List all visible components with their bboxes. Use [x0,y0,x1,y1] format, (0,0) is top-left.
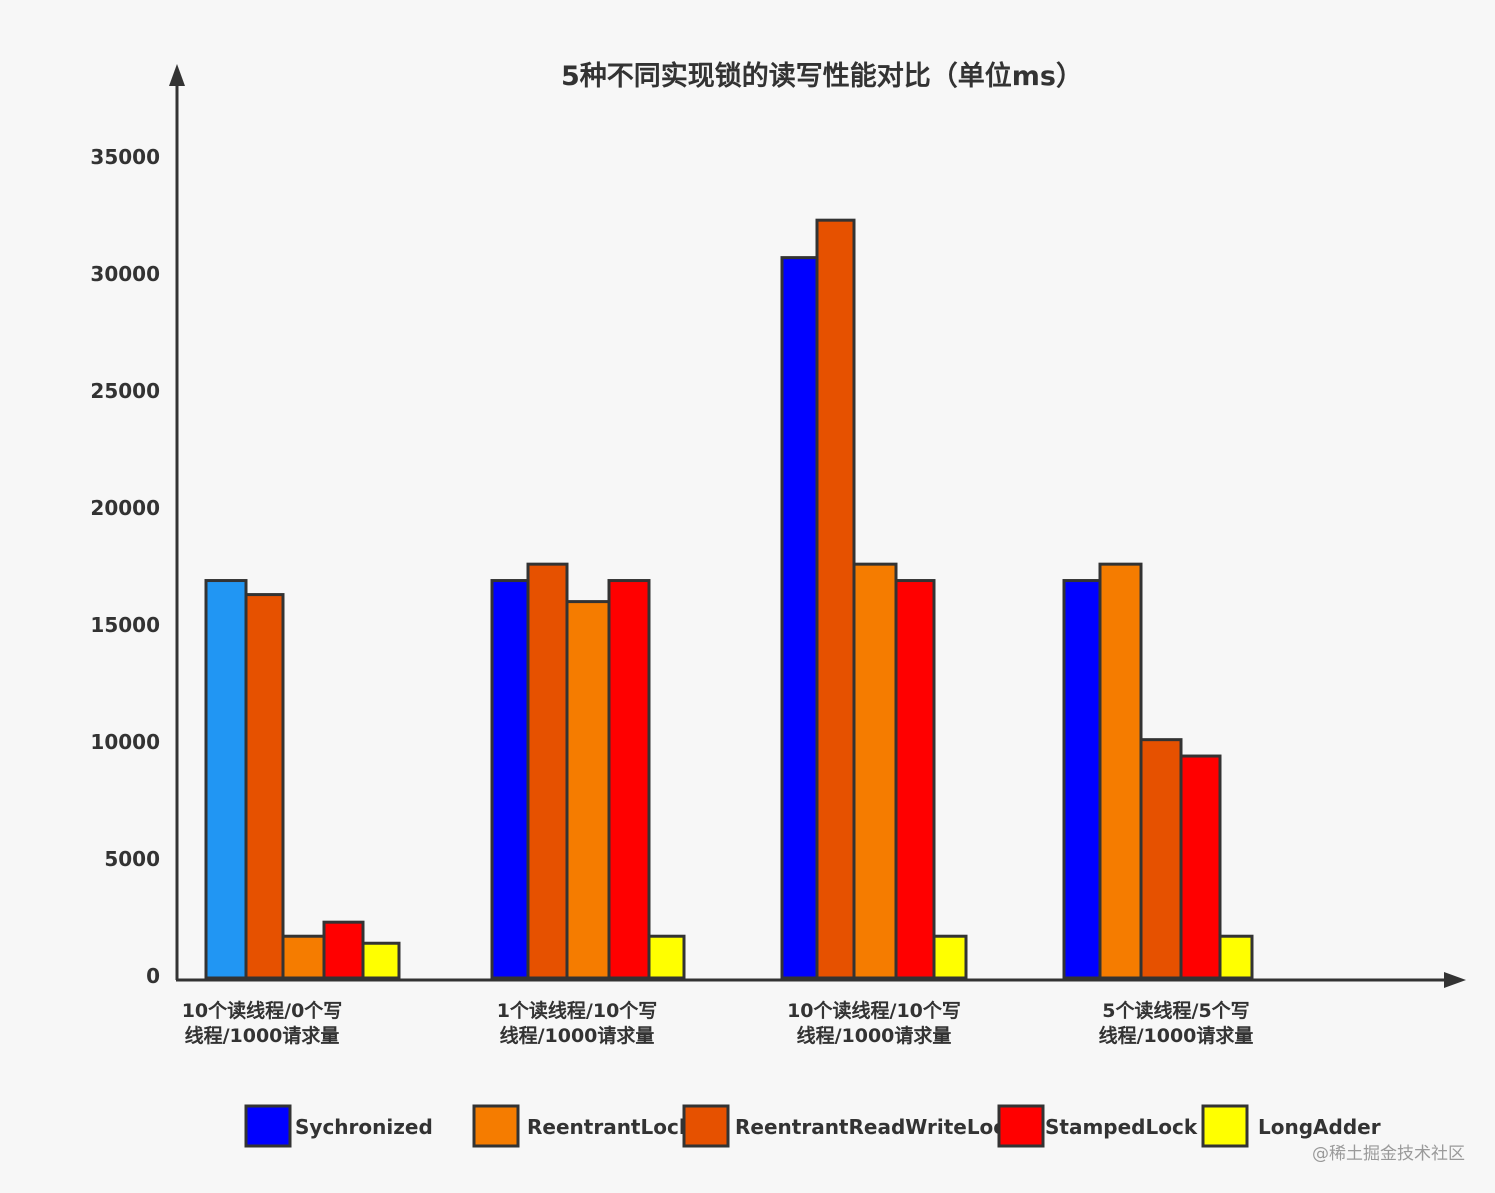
bar-sychronized-group-1 [204,579,248,980]
legend-label-longadder: LongAdder [1258,1115,1381,1139]
x-category-label: 线程/1000请求量 [1099,1024,1254,1047]
bar-reentrantreadwritelock-group-2 [526,562,569,980]
chart-title: 5种不同实现锁的读写性能对比（单位ms） [561,60,1083,92]
legend-swatch-sychronized [244,1104,292,1148]
bar-longadder-group-4 [1218,934,1254,980]
bar-reentrantlock-group-1 [281,934,326,980]
bar-stampedlock-group-1 [322,920,365,980]
bar-sychronized-group-2 [490,579,530,980]
bar-sychronized-group-4 [1062,579,1102,980]
y-tick-label: 30000 [90,262,160,286]
legend-label-sychronized: Sychronized [295,1115,433,1139]
y-axis-arrow-icon [169,64,185,86]
bar-longadder-group-3 [932,934,968,980]
x-axis-arrow-icon [1444,972,1466,988]
category-labels: 10个读线程/0个写线程/1000请求量1个读线程/10个写线程/1000请求量… [182,999,1254,1047]
y-tick-label: 20000 [90,496,160,520]
legend-label-reentrantreadwritelock: ReentrantReadWriteLock [735,1115,1019,1139]
y-tick-label: 35000 [90,145,160,169]
legend-label-reentrantlock: ReentrantLock [527,1115,693,1139]
bar-reentrantreadwritelock-group-1 [244,593,285,980]
bar-reentrantlock-group-3 [852,562,898,980]
legend-swatch-longadder [1201,1104,1249,1148]
y-tick-label: 25000 [90,379,160,403]
bar-reentrantreadwritelock-group-3 [815,218,856,980]
y-tick-labels: 0 5000 10000 15000 20000 25000 30000 35000 [90,145,160,988]
x-category-label: 线程/1000请求量 [185,1024,340,1047]
legend-swatch-reentrantreadwritelock [682,1104,730,1148]
bar-reentrantlock-group-2 [565,600,611,980]
bar-stampedlock-group-3 [894,579,936,980]
y-tick-label: 15000 [90,613,160,637]
legend-swatch-stampedlock [997,1104,1045,1148]
watermark: @稀土掘金技术社区 [1312,1144,1465,1164]
y-tick-label: 5000 [104,847,160,871]
y-tick-label: 10000 [90,730,160,754]
bar-longadder-group-1 [361,941,401,980]
bar-reentrantlock-group-4 [1098,562,1143,980]
legend-label-stampedlock: StampedLock [1045,1115,1198,1139]
legend-swatch-reentrantlock [472,1104,520,1148]
x-category-label: 5个读线程/5个写 [1102,999,1249,1022]
bar-stampedlock-group-2 [607,579,651,980]
x-category-label: 10个读线程/10个写 [787,999,961,1022]
bar-reentrantreadwritelock-group-4 [1139,738,1183,980]
y-tick-label: 0 [146,964,160,988]
bar-stampedlock-group-4 [1179,754,1222,980]
bar-longadder-group-2 [647,934,686,980]
x-category-label: 1个读线程/10个写 [497,999,658,1022]
x-category-label: 线程/1000请求量 [500,1024,655,1047]
axes [169,64,1466,988]
x-category-label: 线程/1000请求量 [797,1024,952,1047]
bars [204,218,1254,980]
x-category-label: 10个读线程/0个写 [182,999,343,1022]
bar-sychronized-group-3 [780,256,819,980]
legend: Sychronized ReentrantLock ReentrantReadWri… [244,1104,1381,1148]
